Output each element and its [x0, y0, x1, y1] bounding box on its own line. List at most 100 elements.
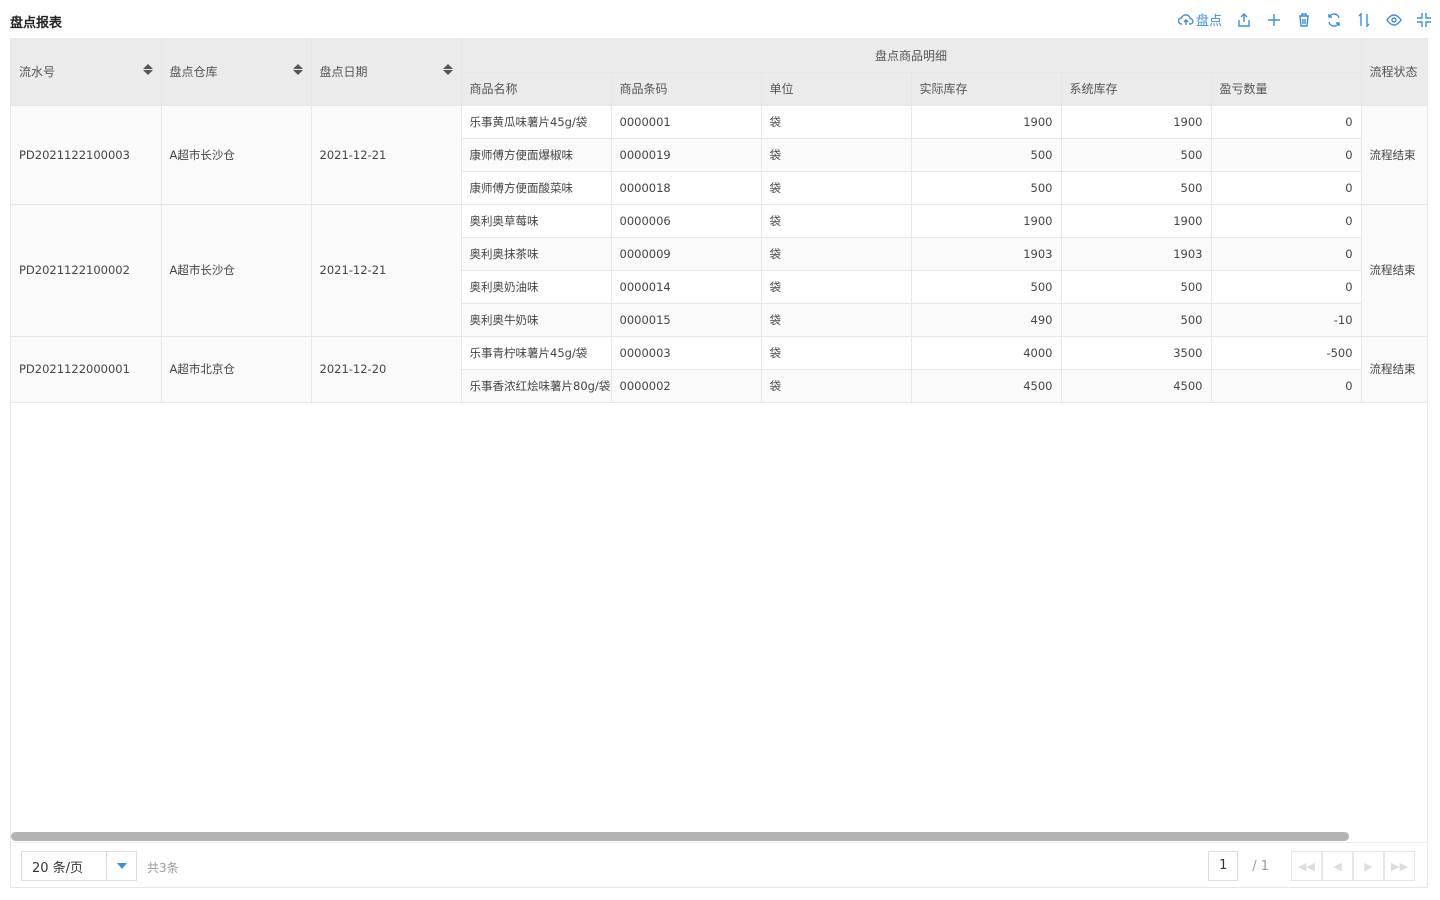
cloud-upload-icon	[1177, 13, 1194, 25]
unit-cell: 袋	[761, 237, 912, 271]
total-count: 共3条	[147, 861, 179, 875]
table-row[interactable]: PD2021122100003 A超市长沙仓 2021-12-21 乐事黄瓜味薯片45…	[11, 105, 1427, 205]
header-warehouse[interactable]: 盘点仓库	[161, 39, 312, 106]
sort-icon[interactable]	[1356, 11, 1372, 28]
unit-cell: 袋	[761, 303, 912, 337]
unit-cell: 袋	[761, 270, 912, 304]
table-row[interactable]: 康师傅方便面爆椒味 0000019 袋 500 500 0	[11, 138, 1427, 172]
next-page-button[interactable]: ▶	[1353, 851, 1384, 881]
header-name: 商品名称	[461, 72, 612, 106]
unit-cell: 袋	[761, 336, 912, 370]
actual-stock-cell: 4500	[911, 369, 1062, 403]
warehouse-cell: A超市北京仓	[161, 336, 312, 403]
first-page-button[interactable]: ◀◀	[1291, 851, 1322, 881]
system-stock-cell: 1900	[1061, 204, 1212, 238]
system-stock-cell: 1900	[1061, 105, 1212, 139]
dropdown-button[interactable]	[106, 852, 136, 880]
barcode-cell: 0000002	[611, 369, 762, 403]
barcode-cell: 0000019	[611, 138, 762, 172]
product-name-cell: 康师傅方便面酸菜味	[461, 171, 612, 205]
header-date[interactable]: 盘点日期	[311, 39, 462, 106]
warehouse-cell: A超市长沙仓	[161, 204, 312, 337]
pagination-bar: 20 条/页 共3条 1 / 1 ◀◀ ◀ ▶ ▶▶	[11, 842, 1427, 887]
serial-cell: PD2021122100003	[11, 105, 162, 205]
header-system: 系统库存	[1061, 72, 1212, 106]
header-unit: 单位	[761, 72, 912, 106]
system-stock-cell: 4500	[1061, 369, 1212, 403]
table-row[interactable]: 奥利奥抹茶味 0000009 袋 1903 1903 0	[11, 237, 1427, 271]
system-stock-cell: 1903	[1061, 237, 1212, 271]
diff-cell: -10	[1211, 303, 1362, 337]
table-row[interactable]: 奥利奥奶油味 0000014 袋 500 500 0	[11, 270, 1427, 304]
status-cell: 流程结束	[1361, 204, 1427, 337]
table-row[interactable]: 奥利奥牛奶味 0000015 袋 490 500 -10	[11, 303, 1427, 337]
export-icon[interactable]	[1236, 12, 1252, 28]
actual-stock-cell: 1900	[911, 105, 1062, 139]
report-table-container: 流水号 盘点仓库 盘点日期 盘点商品明细 流程状态 商品名称 商品条码 单位 实…	[10, 38, 1428, 888]
page-total: / 1	[1252, 858, 1269, 874]
diff-cell: 0	[1211, 270, 1362, 304]
header-barcode: 商品条码	[611, 72, 762, 106]
product-name-cell: 奥利奥草莓味	[461, 204, 612, 238]
unit-cell: 袋	[761, 138, 912, 172]
barcode-cell: 0000006	[611, 204, 762, 238]
collapse-icon[interactable]	[1416, 12, 1432, 28]
horizontal-scrollbar[interactable]	[11, 832, 1349, 841]
diff-cell: 0	[1211, 204, 1362, 238]
actual-stock-cell: 1903	[911, 237, 1062, 271]
barcode-cell: 0000003	[611, 336, 762, 370]
date-cell: 2021-12-20	[311, 336, 462, 403]
product-name-cell: 奥利奥牛奶味	[461, 303, 612, 337]
report-table: 流水号 盘点仓库 盘点日期 盘点商品明细 流程状态 商品名称 商品条码 单位 实…	[11, 39, 1427, 403]
page-title: 盘点报表	[10, 16, 63, 31]
header-serial[interactable]: 流水号	[11, 39, 162, 106]
last-page-button[interactable]: ▶▶	[1384, 851, 1415, 881]
trash-icon[interactable]	[1296, 12, 1312, 28]
eye-icon[interactable]	[1386, 12, 1402, 28]
actual-stock-cell: 1900	[911, 204, 1062, 238]
caret-down-icon	[116, 863, 127, 869]
table-row[interactable]: PD2021122100002 A超市长沙仓 2021-12-21 奥利奥草莓味 000…	[11, 204, 1427, 337]
next-page-icon: ▶	[1364, 859, 1373, 873]
toolbar: 盘点	[1177, 10, 1432, 29]
system-stock-cell: 500	[1061, 171, 1212, 205]
actual-stock-cell: 500	[911, 138, 1062, 172]
serial-cell: PD2021122000001	[11, 336, 162, 403]
first-page-icon: ◀◀	[1298, 859, 1315, 873]
table-row[interactable]: 乐事香浓红烩味薯片80g/袋 0000002 袋 4500 4500 0	[11, 369, 1427, 403]
page-input[interactable]: 1	[1208, 851, 1239, 881]
actual-stock-cell: 4000	[911, 336, 1062, 370]
product-name-cell: 乐事黄瓜味薯片45g/袋	[461, 105, 612, 139]
product-name-cell: 康师傅方便面爆椒味	[461, 138, 612, 172]
sort-icon[interactable]	[442, 64, 453, 76]
product-name-cell: 乐事青柠味薯片45g/袋	[461, 336, 612, 370]
diff-cell: -500	[1211, 336, 1362, 370]
plus-icon[interactable]	[1266, 12, 1282, 28]
table-row[interactable]: PD2021122000001 A超市北京仓 2021-12-20 乐事青柠味薯片45…	[11, 336, 1427, 403]
system-stock-cell: 500	[1061, 270, 1212, 304]
barcode-cell: 0000015	[611, 303, 762, 337]
refresh-icon[interactable]	[1326, 12, 1342, 28]
last-page-icon: ▶▶	[1391, 859, 1408, 873]
serial-cell: PD2021122100002	[11, 204, 162, 337]
status-cell: 流程结束	[1361, 336, 1427, 403]
diff-cell: 0	[1211, 237, 1362, 271]
unit-cell: 袋	[761, 204, 912, 238]
date-cell: 2021-12-21	[311, 204, 462, 337]
sort-icon[interactable]	[142, 64, 153, 76]
barcode-cell: 0000001	[611, 105, 762, 139]
sort-icon[interactable]	[292, 64, 303, 76]
barcode-cell: 0000014	[611, 270, 762, 304]
prev-page-icon: ◀	[1333, 859, 1342, 873]
unit-cell: 袋	[761, 369, 912, 403]
product-name-cell: 乐事香浓红烩味薯片80g/袋	[461, 369, 612, 403]
product-name-cell: 奥利奥抹茶味	[461, 237, 612, 271]
product-name-cell: 奥利奥奶油味	[461, 270, 612, 304]
table-row[interactable]: 康师傅方便面酸菜味 0000018 袋 500 500 0	[11, 171, 1427, 205]
inventory-button[interactable]: 盘点	[1177, 10, 1222, 29]
system-stock-cell: 500	[1061, 303, 1212, 337]
unit-cell: 袋	[761, 171, 912, 205]
prev-page-button[interactable]: ◀	[1322, 851, 1353, 881]
page-size-select[interactable]: 20 条/页	[21, 851, 137, 881]
system-stock-cell: 3500	[1061, 336, 1212, 370]
